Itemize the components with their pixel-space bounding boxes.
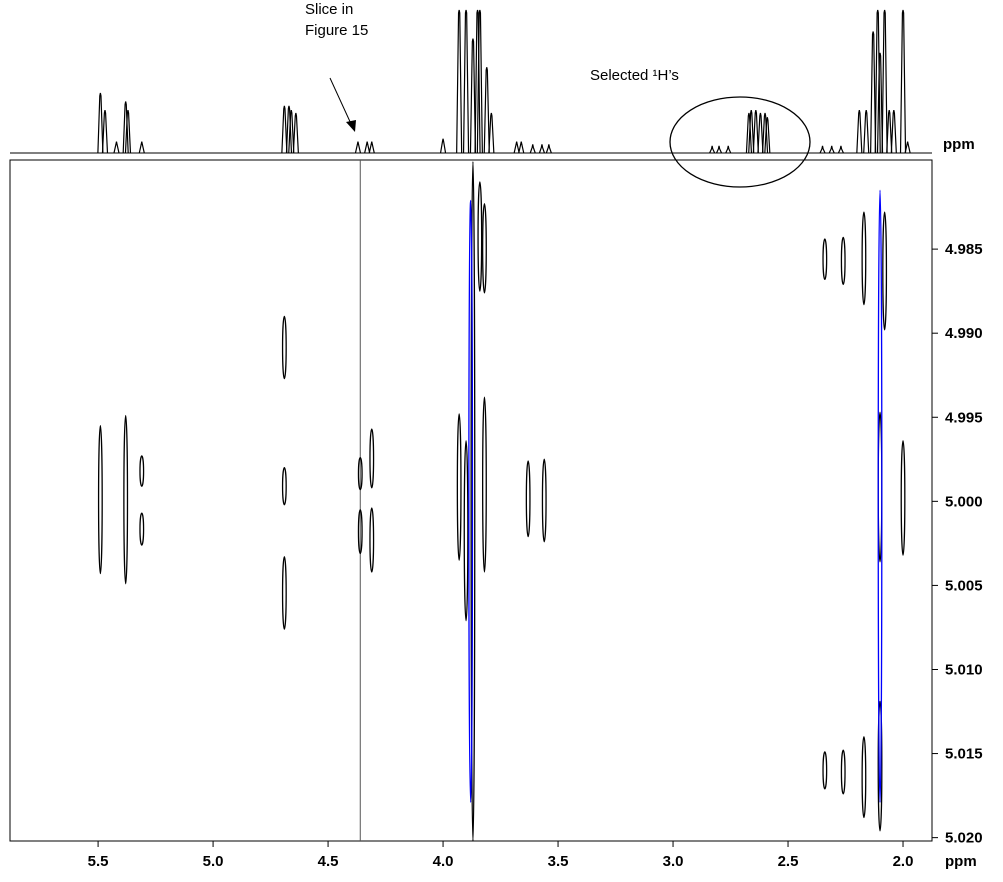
annotation: Selected ¹H’s (590, 67, 679, 84)
spectrum-peak (488, 112, 495, 154)
cross-peak (840, 749, 846, 795)
selection-ellipse (669, 96, 811, 188)
spectrum-peak (368, 141, 375, 154)
spectrum-peak (819, 145, 826, 154)
arrow (329, 77, 353, 127)
cross-peak (281, 556, 287, 630)
cross-peak (840, 236, 846, 286)
spectrum-peak (513, 141, 520, 154)
y-axis-label: ppm (943, 136, 975, 153)
cross-peak (369, 507, 375, 573)
x-tick-label: 4.0 (433, 853, 454, 870)
spectrum-peak (899, 9, 907, 154)
cross-peak (861, 736, 867, 819)
spectrum-peak (545, 144, 552, 154)
cross-peak (822, 751, 828, 790)
spectrum-peak (752, 109, 759, 154)
spectrum-peak (881, 9, 888, 154)
cross-peak (525, 460, 531, 538)
y-tick-label: 5.000 (945, 493, 983, 510)
y-tick-label: 5.020 (945, 830, 983, 847)
cross-peak (482, 203, 487, 294)
y-tick-label: 5.015 (945, 746, 983, 763)
spectrum-peak (856, 109, 863, 154)
spectrum-peak (538, 144, 546, 154)
spectrum-peak (462, 9, 470, 154)
x-tick-label: 2.0 (893, 853, 914, 870)
spectrum-peak (113, 141, 120, 154)
x-tick-label: 3.5 (548, 853, 569, 870)
cross-peak (482, 396, 487, 573)
spectrum-peak (456, 9, 463, 154)
x-tick-label: 3.0 (663, 853, 684, 870)
cross-peak (357, 509, 363, 555)
cross-peak (877, 700, 883, 832)
spectrum-peak (876, 52, 884, 154)
spectrum-peak (529, 144, 536, 154)
spectrum-peak (354, 141, 362, 154)
y-tick-label: 5.010 (945, 661, 983, 678)
spectrum-peak (281, 105, 288, 154)
y-tick-label: 4.985 (945, 241, 983, 258)
cross-peak (123, 414, 129, 585)
x-axis-label: ppm (945, 853, 977, 870)
cross-peak (861, 211, 867, 306)
y-tick-label: 4.990 (945, 325, 983, 342)
x-tick-label: 5.0 (203, 853, 224, 870)
x-tick-label: 4.5 (318, 853, 339, 870)
spectrum-peak (709, 145, 716, 154)
cross-peak (369, 428, 375, 489)
cross-peak (139, 512, 145, 546)
spectrum-peak (101, 109, 109, 154)
cross-peak (900, 440, 906, 556)
spectrum-peak (890, 109, 897, 154)
spectrum-peak (288, 109, 295, 154)
spectrum-peak (364, 141, 371, 154)
y-tick-label: 4.995 (945, 409, 983, 426)
cross-peak (477, 181, 483, 292)
cross-peak (97, 425, 103, 575)
spectrum-peak (837, 145, 844, 154)
cross-peak (822, 238, 828, 281)
spectrum-peak (292, 112, 299, 154)
spectrum-peak (748, 109, 755, 154)
cross-peak (281, 315, 287, 380)
spectrum-peak (483, 67, 490, 154)
spectrum-peak (715, 145, 723, 154)
spectrum-peak (870, 31, 877, 154)
spectrum-peak (764, 117, 771, 154)
cross-peak (456, 413, 462, 561)
cross-peak (281, 467, 287, 506)
spectrum-peak (469, 38, 477, 154)
arrow-head (346, 120, 356, 132)
cross-peak (468, 199, 474, 803)
spectrum-peak (476, 9, 483, 154)
x-tick-label: 2.5 (778, 853, 799, 870)
spectrum-peak (124, 109, 132, 154)
spectrum-peak (757, 112, 764, 154)
spectrum-peak (904, 141, 911, 154)
spectrum-peak (886, 109, 893, 154)
annotation: Slice in (305, 1, 353, 18)
spectrum-peak (725, 145, 732, 154)
cross-peak (541, 458, 547, 543)
y-tick-label: 5.005 (945, 577, 983, 594)
spectrum-peak (828, 145, 835, 154)
spectrum-peak (138, 141, 145, 154)
cross-peak (877, 189, 883, 803)
cross-peak (357, 456, 363, 491)
cross-peak (139, 455, 145, 487)
cross-peak (463, 440, 469, 622)
cross-peak (470, 161, 476, 842)
spectrum-peak (863, 109, 870, 154)
plot-frame (9, 159, 933, 842)
spectrum-peak (439, 138, 447, 154)
annotation: Figure 15 (305, 22, 368, 39)
cross-peak (882, 211, 888, 331)
spectrum-peak (518, 141, 525, 154)
spectrum-peak (97, 92, 104, 154)
x-tick-label: 5.5 (88, 853, 109, 870)
